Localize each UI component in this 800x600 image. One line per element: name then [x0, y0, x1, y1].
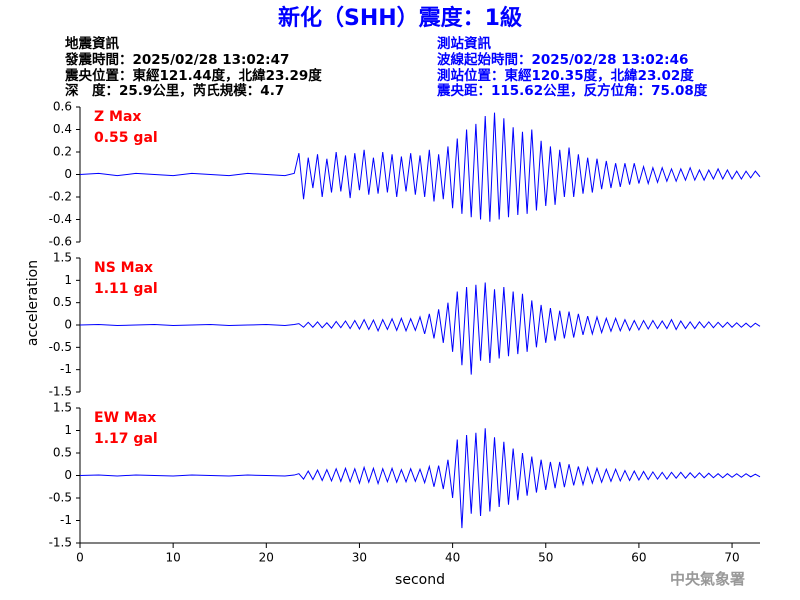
y-tick-label: -0.5 — [49, 340, 72, 354]
max-label: Z Max — [94, 109, 141, 125]
waveform — [79, 112, 761, 222]
y-tick-label: 1.5 — [53, 251, 72, 265]
y-tick-label: 1.5 — [53, 401, 72, 415]
y-tick-label: -1.5 — [49, 385, 72, 399]
info-line: 深 度：25.9公里，芮氏規模：4.7 — [65, 82, 284, 99]
y-tick-label: 1 — [64, 273, 72, 287]
y-tick-label: -0.2 — [49, 190, 72, 204]
y-tick-label: -0.5 — [49, 491, 72, 505]
y-tick-label: 0.5 — [53, 446, 72, 460]
max-label: NS Max — [94, 260, 153, 276]
x-tick-label: 70 — [724, 551, 739, 565]
waveform — [79, 282, 761, 375]
x-tick-label: 40 — [445, 551, 460, 565]
info-line: 震央位置：東經121.44度，北緯23.29度 — [64, 67, 322, 84]
y-tick-label: 1 — [64, 423, 72, 437]
info-line: 地震資訊 — [65, 35, 119, 52]
max-label: 0.55 gal — [94, 130, 158, 146]
max-label: EW Max — [94, 410, 156, 426]
x-tick-label: 20 — [259, 551, 274, 565]
waveform — [79, 428, 761, 529]
y-tick-label: 0 — [64, 318, 72, 332]
y-tick-label: 0.2 — [53, 145, 72, 159]
x-tick-label: 30 — [352, 551, 367, 565]
info-line: 測站位置：東經120.35度，北緯23.02度 — [437, 67, 694, 84]
y-tick-label: 0.5 — [53, 295, 72, 309]
info-line: 發震時間：2025/02/28 13:02:47 — [64, 51, 289, 68]
max-label: 1.11 gal — [94, 281, 158, 297]
y-tick-label: -1 — [60, 513, 72, 527]
y-tick-label: 0 — [64, 468, 72, 482]
info-line: 波線起始時間：2025/02/28 13:02:46 — [437, 51, 688, 68]
info-line: 震央距：115.62公里，反方位角：75.08度 — [436, 82, 708, 99]
info-line: 測站資訊 — [437, 35, 491, 52]
y-tick-label: 0.6 — [53, 100, 72, 114]
y-axis-label: acceleration — [25, 260, 41, 346]
title: 新化（SHH）震度：1級 — [278, 5, 522, 31]
x-tick-label: 10 — [166, 551, 181, 565]
x-tick-label: 60 — [631, 551, 646, 565]
x-tick-label: 0 — [76, 551, 84, 565]
watermark: 中央氣象署 — [670, 570, 745, 588]
y-tick-label: -1 — [60, 362, 72, 376]
y-tick-label: 0.4 — [53, 122, 72, 136]
y-tick-label: -0.6 — [49, 235, 72, 249]
y-tick-label: -0.4 — [49, 212, 72, 226]
quake-info: 地震資訊 發震時間：2025/02/28 13:02:47 震央位置：東經121… — [64, 35, 322, 99]
x-axis-label: second — [395, 572, 445, 588]
x-tick-label: 50 — [538, 551, 553, 565]
max-label: 1.17 gal — [94, 431, 158, 447]
y-tick-label: 0 — [64, 167, 72, 181]
station-info: 測站資訊 波線起始時間：2025/02/28 13:02:46 測站位置：東經1… — [436, 35, 708, 99]
y-tick-label: -1.5 — [49, 536, 72, 550]
